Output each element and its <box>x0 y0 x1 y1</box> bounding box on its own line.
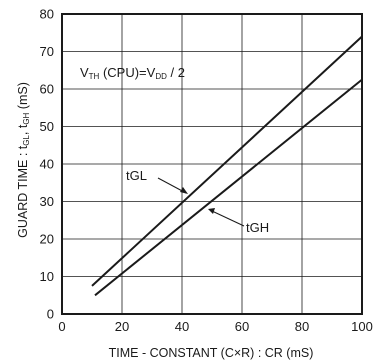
tick-labels: 0 20 40 60 80 100 0 10 20 30 40 50 60 70 80 <box>40 7 373 335</box>
x-tick-label: 20 <box>115 319 129 334</box>
y-tick-label: 70 <box>40 44 54 59</box>
x-tick-label: 100 <box>351 319 373 334</box>
plot-frame <box>61 13 363 315</box>
x-axis-title: TIME - CONSTANT (C×R) : CR (mS) <box>109 346 314 360</box>
y-tick-label: 0 <box>47 307 54 322</box>
y-tick-label: 50 <box>40 119 54 134</box>
condition-annotation: VTH (CPU)=VDD / 2 <box>80 65 185 81</box>
series-line-tGL <box>91 35 363 287</box>
y-tick-label: 30 <box>40 194 54 209</box>
y-tick-label: 40 <box>40 157 54 172</box>
tGL-label: tGL <box>126 168 147 183</box>
series-line-tGH <box>94 78 363 297</box>
y-tick-label: 60 <box>40 82 54 97</box>
y-tick-label: 10 <box>40 269 54 284</box>
x-tick-label: 40 <box>175 319 189 334</box>
y-tick-label: 80 <box>40 7 54 22</box>
grid <box>62 14 362 314</box>
x-tick-label: 80 <box>295 319 309 334</box>
tGL-leader-arrow <box>180 187 188 194</box>
series-lines <box>91 35 363 297</box>
tGH-label: tGH <box>246 220 269 235</box>
x-tick-label: 60 <box>235 319 249 334</box>
tGH-leader-arrow <box>208 208 215 214</box>
y-tick-label: 20 <box>40 232 54 247</box>
tGH-leader-line <box>211 210 245 227</box>
y-axis-title: GUARD TIME : tGL, tGH (mS) <box>16 82 31 238</box>
x-tick-label: 0 <box>58 319 65 334</box>
